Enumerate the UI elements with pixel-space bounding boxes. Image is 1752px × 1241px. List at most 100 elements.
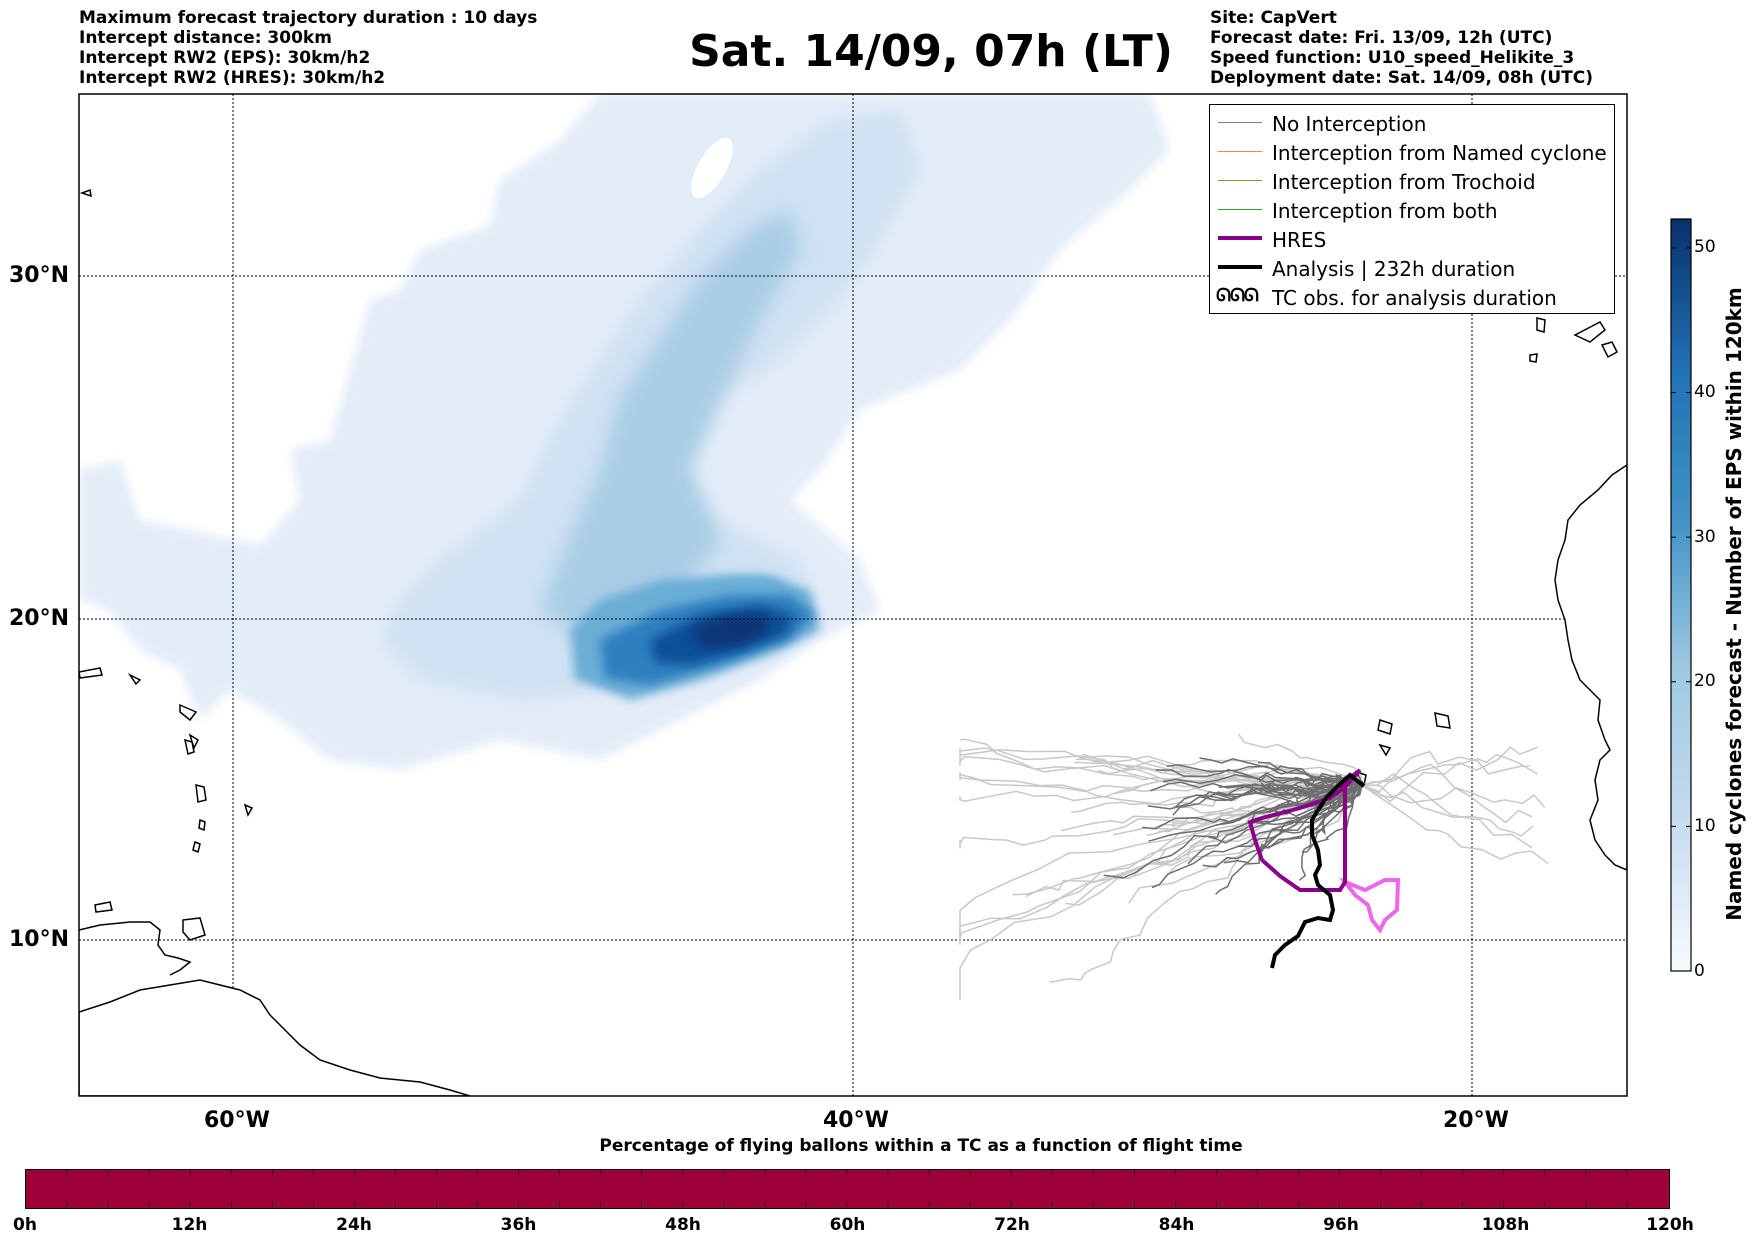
- colorbar-tick-30: 30: [1694, 527, 1716, 547]
- colorbar: [1670, 218, 1692, 972]
- legend-item-analysis: Analysis | 232h duration: [1210, 254, 1614, 282]
- intercept-eps-text: Intercept RW2 (EPS): 30km/h2: [79, 48, 371, 68]
- island-lesser-antilles-2: [195, 784, 207, 803]
- island-virgin: [127, 673, 142, 686]
- legend-item-named-cyclone: Interception from Named cyclone: [1210, 138, 1614, 166]
- trajectory-line: [1208, 784, 1363, 844]
- island-cape-verde-1: [1434, 712, 1451, 729]
- trajectory-line: [1361, 773, 1533, 849]
- colorbar-tick-0: 0: [1694, 961, 1705, 981]
- caribbean-coast: [79, 921, 192, 976]
- intercept-distance-text: Intercept distance: 300km: [79, 28, 332, 48]
- analysis-trajectory: [1270, 772, 1366, 969]
- legend-label-tc-obs: TC obs. for analysis duration: [1272, 286, 1557, 310]
- colorbar-title: Named cyclones forecast - Number of EPS …: [1722, 287, 1746, 921]
- legend-label-trochoid: Interception from Trochoid: [1272, 170, 1536, 194]
- legend-label-named-cyclone: Interception from Named cyclone: [1272, 141, 1607, 165]
- legend-swatch-named-cyclone: [1218, 151, 1262, 152]
- trajectory-line: [1361, 784, 1546, 809]
- trajectory-line: [1361, 784, 1534, 837]
- colorbar-tick-10: 10: [1694, 816, 1716, 836]
- island-antigua: [179, 703, 198, 722]
- percentage-bar-ticks: [66, 1170, 1628, 1207]
- trajectory-line: [1049, 784, 1363, 984]
- deployment-date-text: Deployment date: Sat. 14/09, 08h (UTC): [1210, 68, 1594, 88]
- percentage-bar-tick-label: 24h: [336, 1215, 372, 1235]
- legend-item-hres: HRES: [1210, 225, 1614, 253]
- south-america-coast: [79, 979, 471, 1096]
- trajectory-line: [1173, 780, 1363, 809]
- trajectory-line: [1361, 753, 1538, 786]
- header-right-info: Site: CapVert Forecast date: Fri. 13/09,…: [1210, 8, 1593, 88]
- trajectory-line: [1361, 746, 1539, 803]
- percentage-bar-tick-label: 72h: [994, 1215, 1030, 1235]
- lat-label-10n: 10°N: [9, 927, 70, 952]
- legend-swatch-analysis: [1218, 265, 1262, 269]
- island-bermuda: [79, 188, 92, 198]
- island-cape-verde-2: [1377, 719, 1393, 735]
- legend-label-both: Interception from both: [1272, 199, 1498, 223]
- percentage-bar-fill: [26, 1170, 1669, 1208]
- trinidad: [182, 917, 206, 941]
- legend-label-no-interception: No Interception: [1272, 112, 1427, 136]
- island-canary-4: [1529, 353, 1538, 363]
- legend-item-trochoid: Interception from Trochoid: [1210, 167, 1614, 195]
- trajectory-line: [1114, 763, 1363, 795]
- density-level-3: [540, 210, 800, 640]
- lon-label-60w: 60°W: [204, 1108, 270, 1133]
- legend-label-analysis: Analysis | 232h duration: [1272, 257, 1516, 281]
- island-canary-3: [1600, 341, 1618, 359]
- percentage-bar-tick-label: 60h: [829, 1215, 866, 1235]
- colorbar-tick-40: 40: [1694, 382, 1716, 402]
- legend-swatch-trochoid: [1218, 180, 1262, 181]
- percentage-bar-tick-label: 108h: [1481, 1215, 1530, 1235]
- percentage-bar-tick-label: 48h: [665, 1215, 701, 1235]
- trajectory-line: [1155, 768, 1363, 786]
- percentage-bar-tick-label: 84h: [1158, 1215, 1195, 1235]
- colorbar-tick-50: 50: [1694, 237, 1716, 257]
- hres-trajectory-tail: [1338, 877, 1401, 934]
- percentage-bar-tick-label: 96h: [1323, 1215, 1359, 1235]
- lon-label-20w: 20°W: [1443, 1108, 1509, 1133]
- africa-coast: [1554, 464, 1627, 871]
- speed-function-text: Speed function: U10_speed_Helikite_3: [1210, 48, 1575, 68]
- legend-swatch-no-interception: [1218, 122, 1262, 123]
- page-title: Sat. 14/09, 07h (LT): [689, 26, 1173, 77]
- legend-swatch-hres: [1218, 236, 1262, 240]
- trajectory-line: [1166, 764, 1363, 786]
- trajectory-line: [1299, 784, 1363, 881]
- legend-swatch-both: [1218, 209, 1262, 210]
- lat-label-20n: 20°N: [9, 606, 70, 631]
- island-barbados: [243, 803, 254, 817]
- trajectory-line: [1258, 774, 1363, 797]
- legend: No Interception Interception from Named …: [1209, 104, 1615, 314]
- density-level-7: [690, 615, 770, 648]
- percentage-bar: [25, 1169, 1670, 1209]
- trajectory-line: [959, 784, 1363, 849]
- map-frame: [78, 93, 1628, 1097]
- island-cape-verde-4: [1378, 743, 1392, 757]
- site-text: Site: CapVert: [1210, 8, 1337, 28]
- island-canary-1: [1536, 317, 1546, 333]
- island-guadeloupe: [188, 733, 199, 751]
- trajectory-line: [959, 748, 1363, 786]
- max-duration-text: Maximum forecast trajectory duration : 1…: [79, 8, 538, 28]
- legend-label-hres: HRES: [1272, 228, 1327, 252]
- forecast-date-text: Forecast date: Fri. 13/09, 12h (UTC): [1210, 28, 1553, 48]
- density-hole: [691, 137, 733, 199]
- percentage-bar-tick-label: 0h: [13, 1215, 37, 1235]
- trajectory-line: [1237, 733, 1363, 786]
- cyclone-symbol-icon: ᘏᘏᘏ: [1216, 285, 1259, 306]
- island-lesser-antilles-1: [184, 738, 195, 755]
- trajectory-line: [1361, 784, 1549, 864]
- island-tobago: [94, 901, 113, 913]
- island-lesser-antilles-3: [198, 818, 206, 832]
- legend-item-tc-obs: ᘏᘏᘏ TC obs. for analysis duration: [1210, 283, 1614, 311]
- colorbar-tick-marks: [1671, 247, 1691, 972]
- legend-item-no-interception: No Interception: [1210, 109, 1614, 137]
- lon-label-40w: 40°W: [823, 1108, 889, 1133]
- intercept-hres-text: Intercept RW2 (HRES): 30km/h2: [79, 68, 386, 88]
- coastlines: [79, 188, 1627, 1096]
- header-left-info: Maximum forecast trajectory duration : 1…: [79, 8, 537, 88]
